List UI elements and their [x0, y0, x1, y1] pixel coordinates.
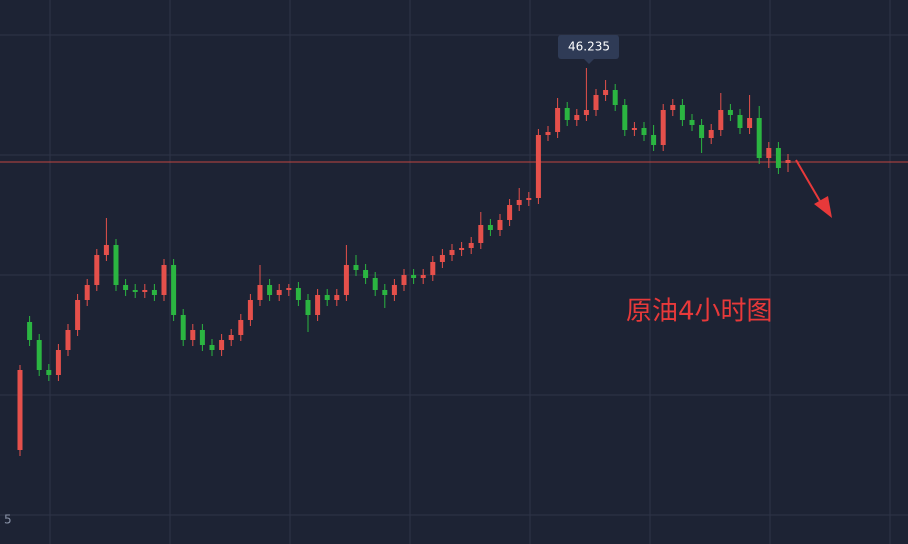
candle-body [439, 255, 445, 262]
axis-label-fragment: 5 [4, 513, 12, 527]
candle-body [103, 245, 109, 255]
candle-body [228, 335, 234, 340]
candle-body [747, 118, 753, 128]
candle-body [315, 295, 321, 315]
candle-body [324, 295, 330, 300]
candle-body [708, 130, 714, 138]
candle-body [651, 135, 657, 145]
candle-body [295, 288, 301, 300]
candle-body [420, 275, 426, 278]
annotation: 原油4小时图 [626, 297, 773, 327]
candle-body [305, 300, 311, 315]
candle-body [401, 275, 407, 285]
candle-body [689, 120, 695, 125]
candle-body [727, 110, 733, 115]
candle-body [94, 255, 100, 285]
candle-body [699, 125, 705, 138]
candle-body [583, 110, 589, 115]
candle-body [535, 135, 541, 198]
candle-body [171, 265, 177, 315]
candle-body [113, 245, 119, 285]
candle-body [363, 270, 369, 278]
candle-body [737, 115, 743, 128]
high-tooltip: 46.235 [558, 35, 619, 64]
candle-body [507, 205, 513, 220]
candle-body [353, 265, 359, 270]
candle-body [219, 340, 225, 350]
candle-body [497, 220, 503, 230]
candle-body [55, 350, 61, 375]
candle-body [574, 115, 580, 120]
candle-body [238, 320, 244, 335]
candle-body [670, 105, 676, 110]
candle-body [276, 290, 282, 295]
candle-body [123, 285, 129, 290]
candle-body [190, 330, 196, 340]
candle-body [526, 198, 532, 200]
candle-body [17, 370, 23, 450]
candle-body [132, 290, 138, 292]
candle-body [36, 340, 42, 370]
candle-body [449, 250, 455, 255]
candle-body [660, 110, 666, 145]
candle-body [267, 285, 273, 295]
candle-body [65, 330, 71, 350]
down-arrow [795, 159, 832, 218]
candle-body [622, 105, 628, 130]
candle-body [142, 290, 148, 292]
vertical-grid [49, 0, 891, 544]
candle-body [247, 300, 253, 320]
candle-body [487, 225, 493, 230]
candle-body [84, 285, 90, 300]
candle-body [459, 248, 465, 250]
candle-body [382, 290, 388, 295]
candle-body [564, 108, 570, 120]
candle-body [631, 128, 637, 130]
candle-body [199, 330, 205, 345]
candle-body [411, 275, 417, 278]
candle-body [679, 105, 685, 120]
candle-body [257, 285, 263, 300]
candle-body [545, 132, 551, 135]
candle-body [603, 90, 609, 95]
tooltip-value: 46.235 [568, 40, 610, 54]
candle-body [641, 128, 647, 135]
candle-body [27, 322, 33, 340]
candle-body [343, 265, 349, 295]
candle-body [785, 160, 791, 163]
candle-body [430, 262, 436, 275]
candle-body [612, 90, 618, 105]
candle-body [372, 278, 378, 290]
candle-body [75, 300, 81, 330]
candle-body [766, 148, 772, 158]
candle-body [468, 243, 474, 248]
candle-body [209, 345, 215, 350]
candle-body [775, 148, 781, 168]
candle-body [161, 265, 167, 295]
candle-body [718, 110, 724, 130]
candle-body [151, 290, 157, 295]
candle-body [334, 295, 340, 300]
candle-body [478, 225, 484, 243]
candle-body [46, 370, 52, 375]
candle-body [286, 288, 292, 290]
candle-body [555, 108, 561, 132]
candle-body [391, 285, 397, 295]
candle-body [593, 95, 599, 110]
candle-body [180, 315, 186, 340]
candle-body [516, 200, 522, 205]
candle-body [756, 118, 762, 158]
